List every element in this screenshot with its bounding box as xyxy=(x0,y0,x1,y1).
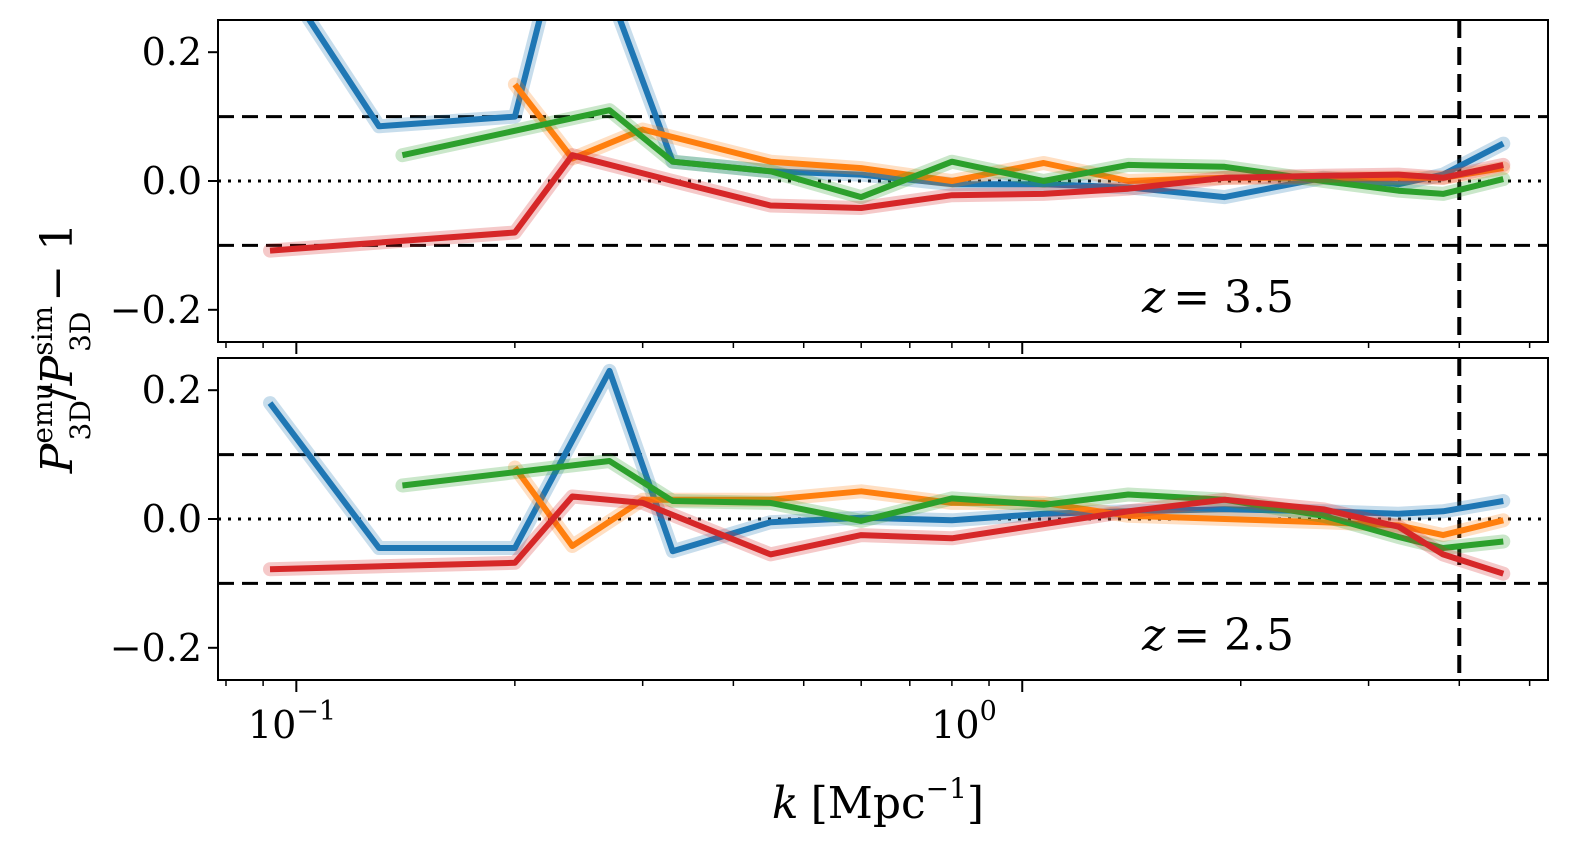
annotation-z2.5: z = 2.5 xyxy=(1141,610,1294,661)
x-tick-label-1: 100 xyxy=(931,696,997,747)
series-line-orange xyxy=(512,82,1504,184)
series-line-blue xyxy=(305,20,1505,201)
series-line-blue xyxy=(267,367,1504,555)
y-tick-label: −0.2 xyxy=(110,288,202,332)
series-line-green xyxy=(402,458,1504,551)
y-tick-label: 0.2 xyxy=(142,30,202,74)
y-tick-label: −0.2 xyxy=(110,626,202,670)
reference-lines-z3.5 xyxy=(218,20,1548,342)
panel-z3.5: −0.2 0.0 0.2 z = 3.5 xyxy=(110,19,1549,354)
series-line-red xyxy=(269,493,1505,577)
annotation-z3.5: z = 3.5 xyxy=(1141,272,1294,323)
series-group-z3.5 xyxy=(263,20,1511,258)
reference-lines-z2.5 xyxy=(218,358,1548,680)
y-ticks-z2.5: −0.2 0.0 0.2 xyxy=(110,368,218,670)
y-tick-label: 0.2 xyxy=(142,368,202,412)
x-ticks-z3.5 xyxy=(225,342,1531,354)
series-line-green xyxy=(401,107,1505,201)
y-axis-label: Pemu 3D/Psim 3D− 1 xyxy=(26,223,97,474)
y-ticks-z3.5: −0.2 0.0 0.2 xyxy=(110,30,218,332)
y-tick-label: 0.0 xyxy=(142,497,202,541)
x-ticks-z2.5 xyxy=(225,680,1531,692)
y-tick-label: 0.0 xyxy=(142,159,202,203)
series-group-z2.5 xyxy=(263,363,1511,581)
x-axis-label: k [Mpc−1] xyxy=(772,772,984,829)
x-tick-label-0.1: 10−1 xyxy=(248,696,336,747)
panel-z2.5: −0.2 0.0 0.2 z = 2.5 xyxy=(110,357,1549,692)
series-line-red xyxy=(269,152,1504,254)
